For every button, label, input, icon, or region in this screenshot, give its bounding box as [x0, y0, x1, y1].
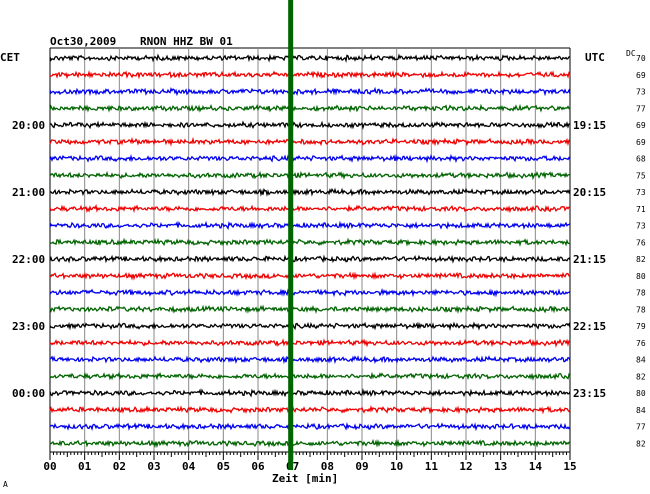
- seismic-trace: [49, 86, 571, 97]
- x-tick-label: 14: [529, 460, 543, 473]
- x-tick-label: 09: [355, 460, 368, 473]
- x-tick-label: 01: [78, 460, 92, 473]
- dc-offset-value: 84: [636, 356, 646, 365]
- seismic-trace: [49, 220, 571, 230]
- x-tick-label: 05: [217, 460, 230, 473]
- seismic-trace: [49, 304, 571, 314]
- x-tick-label: 03: [147, 460, 160, 473]
- seismic-trace: [49, 203, 571, 214]
- seismic-trace: [49, 287, 571, 298]
- seismic-trace: [49, 371, 571, 381]
- seismic-trace: [49, 103, 571, 113]
- seismic-trace: [49, 355, 571, 365]
- dc-offset-value: 79: [636, 322, 646, 331]
- dc-offset-value: 77: [636, 104, 646, 113]
- seismic-trace: [49, 438, 571, 449]
- seismic-trace: [49, 321, 571, 332]
- x-tick-label: 15: [563, 460, 576, 473]
- dc-offset-value: 84: [636, 406, 646, 415]
- left-hour-label: 21:00: [12, 186, 45, 199]
- seismic-trace: [49, 120, 571, 130]
- seismic-trace: [49, 237, 571, 247]
- row-labels: 20:00 21:00 22:00 23:00 00:00 19:15 20:15 21:15…: [12, 54, 646, 448]
- x-tick-label: 06: [251, 460, 265, 473]
- record-date: Oct30,2009: [50, 35, 116, 48]
- dc-offset-value: 73: [636, 222, 646, 231]
- left-hour-label: 20:00: [12, 119, 45, 132]
- dc-offset-value: 80: [636, 272, 646, 281]
- right-zone-label: UTC: [585, 51, 605, 64]
- x-tick-label: 04: [182, 460, 196, 473]
- dc-offset-value: 68: [636, 155, 646, 164]
- dc-offset-value: 82: [636, 372, 646, 381]
- x-tick-label: 12: [459, 460, 472, 473]
- right-hour-label: 20:15: [573, 186, 606, 199]
- dc-offset-value: 82: [636, 255, 646, 264]
- left-hour-label: 00:00: [12, 387, 45, 400]
- dc-header-label: DC: [626, 49, 636, 58]
- seismic-trace: [49, 53, 571, 63]
- left-hour-label: 23:00: [12, 320, 45, 333]
- dc-offset-value: 82: [636, 439, 646, 448]
- x-tick-label: 08: [321, 460, 334, 473]
- seismic-trace: [49, 254, 571, 264]
- seismic-trace: [49, 387, 571, 398]
- dc-offset-value: 71: [636, 205, 646, 214]
- seismic-trace: [49, 70, 571, 80]
- right-hour-label: 19:15: [573, 119, 606, 132]
- trace-group: [49, 53, 571, 449]
- dc-offset-value: 77: [636, 423, 646, 432]
- x-tick-label: 02: [113, 460, 126, 473]
- dc-offset-value: 78: [636, 305, 646, 314]
- left-hour-label: 22:00: [12, 253, 45, 266]
- x-tick-label: 00: [43, 460, 56, 473]
- x-axis: 00010203040506070809101112131415: [43, 451, 577, 473]
- grid-lines: [49, 47, 571, 452]
- corner-mark: A: [3, 480, 8, 489]
- dc-offset-value: 80: [636, 389, 646, 398]
- dc-offset-value: 69: [636, 71, 646, 80]
- seismic-trace: [49, 421, 571, 432]
- dc-offset-value: 73: [636, 188, 646, 197]
- dc-offset-value: 70: [636, 54, 646, 63]
- right-hour-label: 21:15: [573, 253, 606, 266]
- seismic-trace: [49, 338, 571, 348]
- right-hour-label: 23:15: [573, 387, 606, 400]
- seismic-trace: [49, 404, 571, 415]
- dc-offset-value: 76: [636, 339, 646, 348]
- x-tick-label: 11: [425, 460, 439, 473]
- dc-offset-value: 73: [636, 88, 646, 97]
- dc-offset-value: 76: [636, 238, 646, 247]
- dc-offset-value: 75: [636, 171, 646, 180]
- right-hour-label: 22:15: [573, 320, 606, 333]
- seismic-trace: [49, 170, 571, 181]
- seismic-trace: [49, 136, 571, 147]
- dc-offset-value: 78: [636, 289, 646, 298]
- left-zone-label: CET: [0, 51, 20, 64]
- x-axis-label: Zeit [min]: [272, 472, 338, 485]
- station-id: RNON HHZ BW 01: [140, 35, 233, 48]
- dc-offset-value: 69: [636, 138, 646, 147]
- seismic-trace: [49, 271, 571, 281]
- x-tick-label: 10: [390, 460, 403, 473]
- dc-offset-value: 69: [636, 121, 646, 130]
- x-tick-label: 13: [494, 460, 507, 473]
- seismic-trace: [49, 187, 571, 197]
- seismic-trace: [49, 153, 571, 164]
